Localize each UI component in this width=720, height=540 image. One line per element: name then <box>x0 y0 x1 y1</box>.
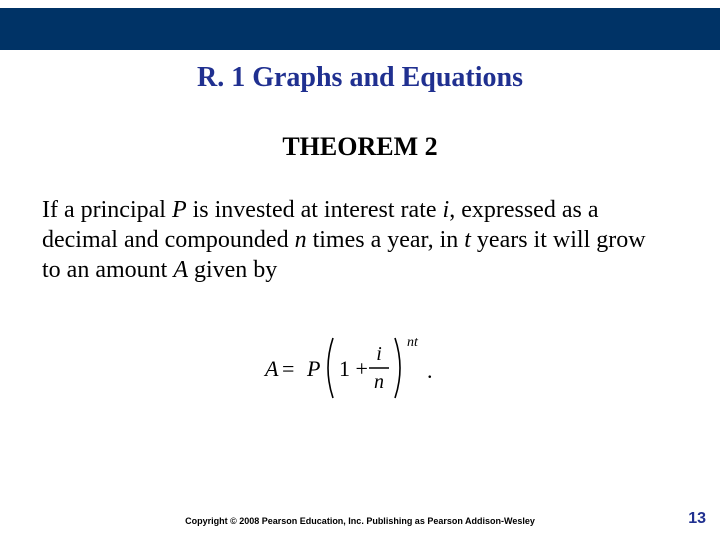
formula-exponent: nt <box>407 335 419 350</box>
var-P: P <box>172 197 187 223</box>
section-title: R. 1 Graphs and Equations <box>0 62 720 94</box>
formula-frac-bottom: n <box>374 371 384 393</box>
formula-P: P <box>306 356 320 381</box>
theorem-body: If a principal P is invested at interest… <box>42 195 660 285</box>
body-text-4: times a year, in <box>307 227 465 253</box>
var-n: n <box>295 227 307 253</box>
theorem-label: THEOREM 2 <box>0 132 720 162</box>
formula-frac-top: i <box>376 343 382 365</box>
body-text-1: If a principal <box>42 197 172 223</box>
formula-one-plus: 1 + <box>339 356 368 381</box>
slide: R. 1 Graphs and Equations THEOREM 2 If a… <box>0 0 720 540</box>
formula-eq: = <box>282 356 294 381</box>
body-text-2: is invested at interest rate <box>187 197 443 223</box>
top-navy-bar <box>0 8 720 50</box>
var-t: t <box>464 227 471 253</box>
formula-svg: A = P 1 + i n nt . <box>255 328 465 408</box>
formula-A: A <box>263 356 279 381</box>
body-text-6: given by <box>188 257 277 283</box>
formula-period: . <box>427 358 433 383</box>
left-paren <box>328 338 333 398</box>
copyright-text: Copyright © 2008 Pearson Education, Inc.… <box>0 516 720 526</box>
var-A: A <box>173 257 188 283</box>
top-white-bar <box>0 0 720 8</box>
page-number: 13 <box>688 510 706 528</box>
right-paren <box>395 338 400 398</box>
compound-interest-formula: A = P 1 + i n nt . <box>0 328 720 408</box>
